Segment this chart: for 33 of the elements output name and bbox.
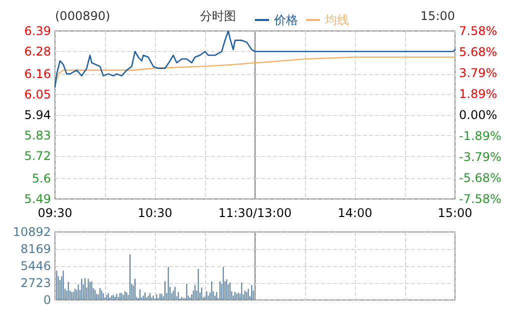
legend-label: 价格 — [273, 13, 298, 27]
text: 0.00% — [459, 108, 498, 122]
text: 5.68% — [459, 45, 498, 60]
y-tick-label: 5.49 — [24, 192, 51, 206]
x-tick-label: 09:30 — [38, 206, 72, 220]
text: 7.58% — [459, 24, 498, 38]
text: -1.89% — [459, 128, 502, 143]
y-tick-label: 10892 — [12, 225, 51, 239]
x-tick-label: 11:30/13:00 — [218, 206, 292, 220]
legend-label: 均线 — [324, 13, 349, 27]
y-tick-label: 6.05 — [24, 87, 51, 102]
x-tick-label: 10:30 — [138, 206, 172, 220]
chart-subtitle: 分时图 — [200, 9, 236, 23]
y-tick-label: 2723 — [20, 276, 51, 290]
y-tick-label: 5.6 — [32, 171, 51, 186]
y-tick-label: 5.72 — [24, 149, 51, 164]
y-tick-label: 5.94 — [24, 108, 51, 122]
y-tick-label: 8169 — [20, 242, 51, 256]
y-tick-label: 0 — [43, 293, 51, 307]
y-tick-label: 5.83 — [24, 128, 51, 143]
text: 3.79% — [459, 66, 498, 80]
y-tick-label: 6.28 — [24, 44, 51, 59]
x-tick-label: 15:00 — [438, 206, 472, 220]
chart-title: (000890) — [55, 9, 110, 23]
text: 1.89% — [459, 87, 498, 102]
y-tick-label: 6.39 — [24, 24, 51, 38]
text: -7.58% — [459, 192, 502, 206]
y-tick-label: 5446 — [20, 259, 51, 273]
text: -5.68% — [459, 170, 502, 185]
y-tick-label: 6.16 — [24, 66, 51, 81]
text: -3.79% — [459, 150, 502, 164]
x-tick-label: 14:00 — [338, 206, 372, 220]
text: 15:00 — [420, 9, 456, 23]
